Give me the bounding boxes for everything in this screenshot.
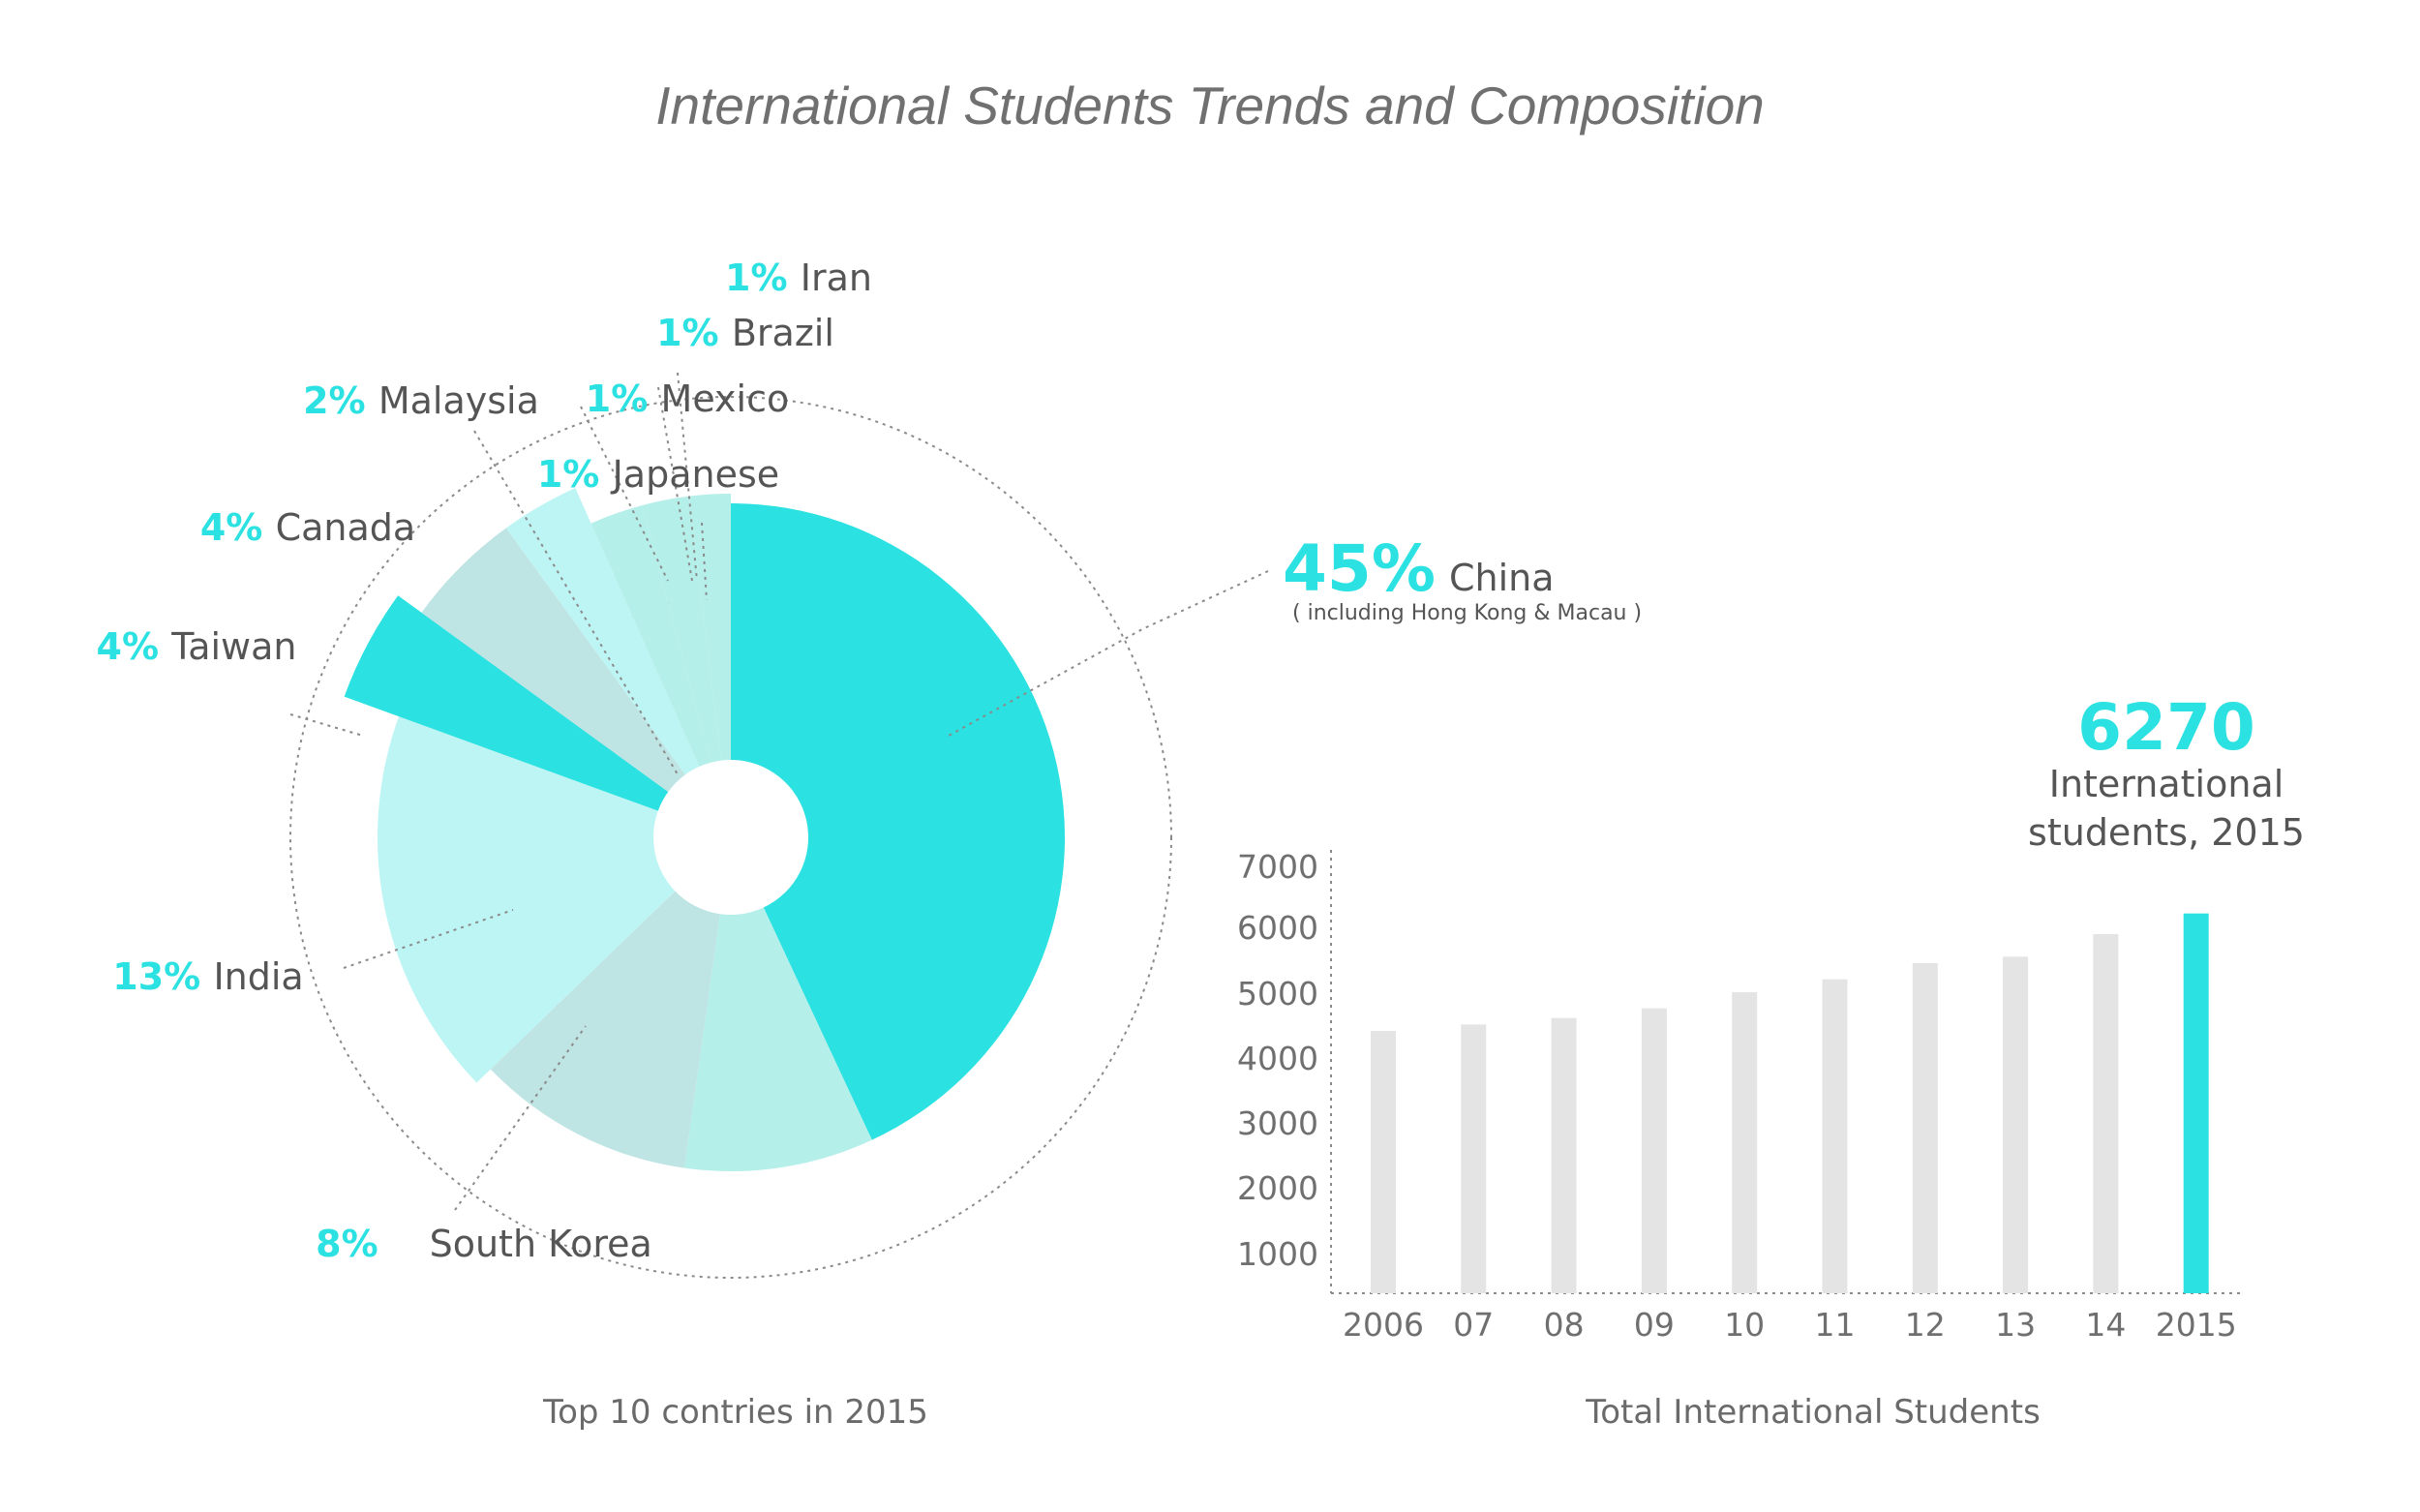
y-tick-label: 6000 [1237,909,1318,947]
leader-line [289,713,364,737]
label-brazil-percent: 1% [656,312,732,354]
highlight-value: 6270 [2077,690,2255,765]
x-tick-label: 11 [1815,1306,1856,1344]
label-china: 45% China [1283,531,1555,606]
bar-2015 [2183,913,2209,1293]
slice-japanese [688,494,731,761]
bar-14 [2093,934,2119,1293]
y-tick-label: 2000 [1237,1169,1318,1207]
bar-09 [1641,1008,1667,1293]
label-brazil: 1% Brazil [656,312,834,354]
label-japanese-country: Japanese [611,453,780,496]
leader-line [343,909,514,969]
bar-13 [2003,956,2029,1293]
highlight-label-line2: students, 2015 [2028,811,2305,854]
polar-grid-ring [289,396,1172,1279]
label-malaysia-percent: 2% [303,379,378,422]
polar-slices [344,488,1065,1171]
label-india-percent: 13% [112,955,213,998]
slice-brazil [590,505,711,767]
label-mexico-country: Mexico [661,378,790,420]
label-taiwan-country: Taiwan [170,625,296,668]
x-tick-label: 2015 [2156,1306,2237,1344]
label-japanese: 1% Japanese [537,453,779,496]
bar-08 [1551,1017,1577,1293]
x-tick-label: 07 [1453,1306,1494,1344]
label-canada-percent: 4% [200,506,276,549]
label-iran-country: Iran [801,257,872,299]
leader-line [580,406,669,582]
label-south-korea-percent: 8% [316,1223,429,1265]
x-tick-label: 08 [1544,1306,1585,1344]
y-tick-label: 7000 [1237,848,1318,886]
bar-2006 [1371,1031,1396,1293]
y-tick-label: 5000 [1237,975,1318,1013]
bar-chart-caption: Total International Students [1585,1393,2041,1432]
slice-taiwan [378,716,676,1083]
slice-malaysia [421,528,685,792]
leader-line [454,1025,587,1211]
bar-chart-ticks: 1000 2000 3000 4000 5000 6000 7000 2006 07 08 09 10… [1237,848,2237,1344]
polar-leader-lines [289,372,1269,1211]
bar-12 [1912,963,1938,1293]
label-brazil-country: Brazil [732,312,834,354]
label-china-percent: 45% [1283,531,1436,606]
leader-line [701,522,708,601]
polar-chart-caption: Top 10 contries in 2015 [542,1393,928,1432]
y-tick-label: 1000 [1237,1235,1318,1273]
bar-10 [1732,992,1758,1293]
label-india-country: India [213,955,303,998]
y-tick-label: 3000 [1237,1104,1318,1142]
bar-07 [1461,1024,1487,1293]
label-mexico-percent: 1% [586,378,661,420]
slice-mexico [505,488,700,775]
x-tick-label: 09 [1634,1306,1675,1344]
label-china-note: ( including Hong Kong & Macau ) [1292,601,1642,625]
label-canada: 4% Canada [200,506,415,549]
label-iran-percent: 1% [725,257,801,299]
label-japanese-percent: 1% [537,453,613,496]
highlight-label-line1: International [2049,763,2284,805]
label-canada-country: Canada [276,506,416,549]
x-tick-label: 14 [2085,1306,2126,1344]
leader-line [657,386,693,582]
x-tick-label: 2006 [1343,1306,1424,1344]
label-india: 13% India [112,955,303,998]
label-malaysia-country: Malaysia [378,379,539,422]
x-tick-label: 12 [1905,1306,1946,1344]
x-tick-label: 13 [1995,1306,2036,1344]
label-mexico: 1% Mexico [586,378,789,420]
slice-china [731,503,1065,1140]
slice-india [490,891,720,1168]
slice-canada [344,595,669,811]
label-south-korea-country: South Korea [430,1223,652,1265]
x-tick-label: 10 [1724,1306,1765,1344]
bar-chart: 1000 2000 3000 4000 5000 6000 7000 2006 07 08 09 10… [1237,690,2305,1432]
label-taiwan: 4% Taiwan [97,625,297,668]
label-south-korea: 8% South Korea [316,1223,652,1265]
bar-11 [1822,979,1848,1293]
page-title: International Students Trends and Compos… [655,76,1765,136]
slice-south-korea [683,907,872,1171]
label-taiwan-percent: 4% [97,625,172,668]
y-tick-label: 4000 [1237,1040,1318,1077]
label-china-country: China [1449,557,1555,599]
bar-chart-bars [1371,913,2209,1293]
slice-iran [642,496,722,763]
label-malaysia: 2% Malaysia [303,379,539,422]
label-iran: 1% Iran [725,257,872,299]
